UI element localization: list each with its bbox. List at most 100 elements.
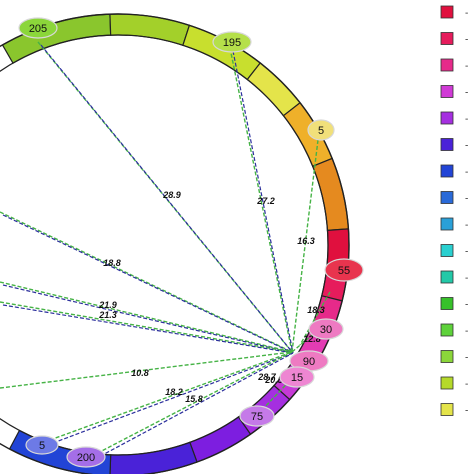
ring-node: 200 bbox=[66, 446, 106, 468]
connection-labels: 28.9 27.2 16.3 18.8 21.921.3 10.8 18.215.8 18.3… bbox=[98, 190, 325, 404]
ring-node-badge bbox=[66, 446, 106, 468]
legend-dash: - bbox=[465, 353, 468, 364]
legend-dash: - bbox=[465, 8, 468, 19]
ring-node-badge bbox=[307, 119, 335, 141]
legend-swatch bbox=[440, 403, 454, 416]
legend-swatch bbox=[440, 58, 454, 72]
legend-swatch bbox=[440, 85, 454, 98]
legend-dash: - bbox=[465, 273, 468, 284]
connection-lines bbox=[0, 41, 331, 460]
legend-dash: - bbox=[465, 300, 468, 311]
ring-node: 30 bbox=[308, 318, 344, 340]
ring-node: 75 bbox=[239, 405, 275, 427]
ring-node: 5 bbox=[307, 119, 335, 141]
ring-inner-border bbox=[0, 34, 329, 456]
connection-value-label: 27.2 bbox=[256, 196, 275, 206]
legend-swatch bbox=[440, 297, 454, 310]
legend: - - - - - - - - - - - - - - - - bbox=[440, 5, 468, 417]
ring-node: 90 bbox=[289, 350, 329, 372]
ring-node-badge bbox=[212, 31, 252, 53]
connection-line bbox=[0, 281, 293, 353]
connection-value-label: 12.8 bbox=[303, 334, 321, 344]
connection-line bbox=[49, 351, 293, 441]
ring-segment bbox=[246, 62, 301, 117]
connection-line bbox=[40, 44, 294, 354]
ring-node-label: 200 bbox=[77, 452, 95, 464]
connection-value-label: 21.9 bbox=[98, 300, 117, 310]
connection-line bbox=[94, 352, 294, 460]
ring-node-badge bbox=[239, 405, 275, 427]
ring-node: 195 bbox=[212, 31, 252, 53]
ring-node-badge bbox=[324, 258, 364, 282]
legend-swatch bbox=[440, 323, 454, 337]
ring-node-label: 5 bbox=[39, 440, 45, 452]
legend-swatch bbox=[440, 270, 454, 284]
legend-dash: - bbox=[465, 247, 468, 258]
ring-node: 15 bbox=[279, 366, 315, 388]
connection-value-label: 20.5 bbox=[264, 375, 284, 385]
legend-swatch bbox=[440, 164, 454, 178]
legend-dash: - bbox=[465, 194, 468, 205]
connection-value-label: 18.3 bbox=[307, 305, 325, 315]
ring-node-label: 30 bbox=[320, 324, 332, 336]
ring-node-badge bbox=[308, 318, 344, 340]
connection-line bbox=[0, 351, 293, 389]
ring-node-label: 90 bbox=[303, 356, 315, 368]
legend-swatch bbox=[440, 350, 454, 363]
connection-value-label: 10.8 bbox=[131, 368, 149, 378]
connection-value-label: 18.8 bbox=[103, 258, 121, 268]
ring-node: 55 bbox=[324, 258, 364, 282]
connection-line bbox=[2, 214, 294, 354]
connection-line bbox=[291, 139, 319, 353]
connection-line bbox=[52, 352, 294, 444]
legend-dash: - bbox=[465, 114, 468, 125]
connection-line bbox=[229, 47, 293, 353]
connection-line bbox=[91, 351, 293, 457]
legend-dash: - bbox=[465, 379, 468, 390]
connection-line bbox=[0, 211, 293, 353]
ring-node-label: 75 bbox=[251, 411, 263, 423]
legend-swatch bbox=[440, 244, 454, 257]
legend-dash: - bbox=[465, 326, 468, 337]
connection-value-label: 21.3 bbox=[98, 310, 117, 320]
ring-segment bbox=[109, 441, 198, 474]
connection-value-label: 28.9 bbox=[162, 190, 181, 200]
connection-value-label: 16.3 bbox=[297, 236, 315, 246]
connection-line bbox=[2, 284, 294, 354]
connection-line bbox=[2, 304, 294, 354]
ring-node-label: 15 bbox=[291, 372, 303, 384]
legend-swatch bbox=[440, 191, 454, 204]
ring-node: 205 bbox=[18, 17, 58, 39]
legend-dash: - bbox=[465, 141, 468, 152]
legend-swatch bbox=[440, 217, 454, 231]
ring-node-label: 205 bbox=[29, 23, 47, 35]
legend-swatch bbox=[440, 138, 454, 151]
legend-dash: - bbox=[465, 406, 468, 417]
connection-line bbox=[299, 291, 331, 346]
ring-node-badge bbox=[25, 435, 59, 455]
connection-line bbox=[0, 301, 293, 353]
ring-node-label: 55 bbox=[338, 265, 350, 277]
connection-value-label: 28.7 bbox=[257, 372, 277, 382]
ring-segment bbox=[1, 13, 112, 64]
legend-dash: - bbox=[465, 88, 468, 99]
ring-node-badge bbox=[18, 17, 58, 39]
legend-swatch bbox=[440, 376, 454, 390]
ring-node-label: 195 bbox=[223, 37, 241, 49]
ring-node: 5 bbox=[25, 435, 59, 455]
legend-dash: - bbox=[465, 167, 468, 178]
legend-swatch bbox=[440, 32, 454, 45]
legend-dash: - bbox=[465, 61, 468, 72]
legend-dash: - bbox=[465, 220, 468, 231]
connection-line bbox=[232, 50, 294, 354]
connection-value-label: 15.8 bbox=[185, 394, 203, 404]
legend-swatch bbox=[440, 111, 454, 125]
ring-segment bbox=[109, 13, 191, 47]
ring-node-badge bbox=[279, 366, 315, 388]
connection-value-label: 18.2 bbox=[165, 387, 183, 397]
legend-swatch bbox=[440, 5, 454, 19]
legend-dash: - bbox=[465, 35, 468, 46]
ring-node-label: 5 bbox=[318, 125, 324, 137]
